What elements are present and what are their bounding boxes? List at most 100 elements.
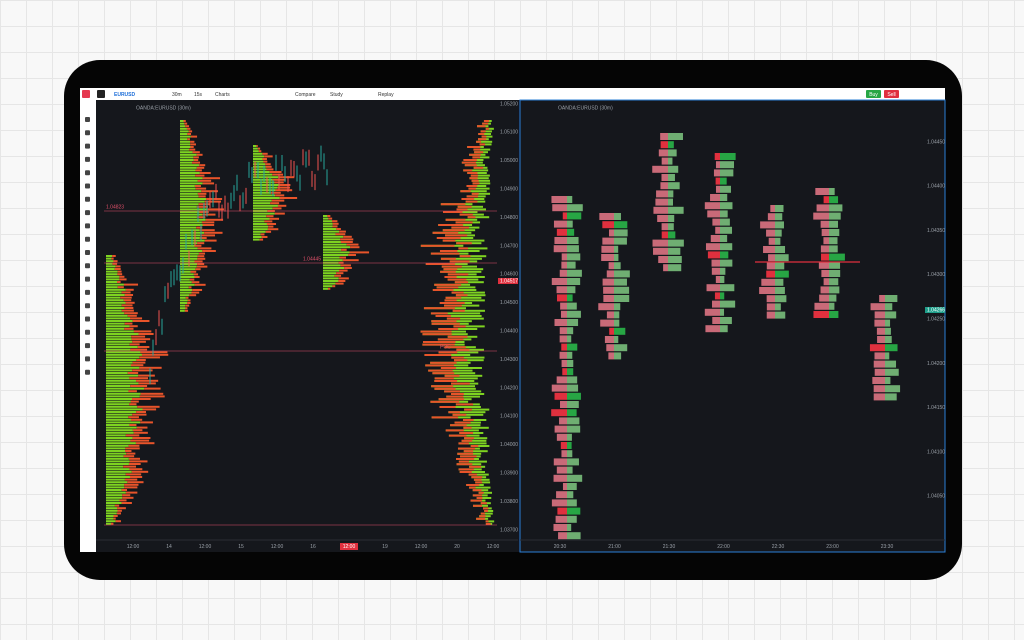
price-label: 1.05100 bbox=[500, 130, 518, 136]
bid-cell bbox=[761, 278, 775, 286]
profile-bar bbox=[197, 263, 205, 265]
charts-button[interactable]: Charts bbox=[215, 92, 230, 98]
bid-cell bbox=[711, 267, 720, 275]
sell-button[interactable] bbox=[884, 90, 899, 98]
ask-cell bbox=[720, 267, 726, 275]
tool-icon bbox=[85, 343, 90, 349]
bid-cell bbox=[553, 245, 567, 253]
buy-label: Buy bbox=[869, 92, 878, 98]
replay-button[interactable]: Replay bbox=[378, 92, 394, 98]
ask-cell bbox=[885, 368, 899, 376]
profile-bar bbox=[442, 239, 485, 242]
profile-bar bbox=[106, 418, 131, 421]
profile-bar bbox=[430, 252, 460, 255]
time-label: 12:00 bbox=[271, 544, 284, 550]
ask-cell bbox=[775, 295, 787, 303]
profile-bar bbox=[106, 379, 137, 382]
profile-bar bbox=[440, 270, 456, 273]
profile-bar bbox=[456, 348, 484, 351]
ask-cell bbox=[668, 231, 676, 239]
bid-cell bbox=[658, 256, 668, 263]
resolution[interactable]: 15s bbox=[194, 92, 203, 98]
bid-cell bbox=[820, 220, 829, 228]
ask-cell bbox=[885, 344, 898, 352]
time-label: 14 bbox=[166, 544, 172, 550]
profile-bar bbox=[180, 224, 203, 226]
profile-bar bbox=[106, 431, 134, 434]
profile-bar bbox=[130, 439, 150, 442]
profile-bar bbox=[253, 152, 263, 155]
ask-cell bbox=[567, 351, 573, 359]
profile-bar bbox=[106, 338, 132, 341]
profile-bar bbox=[454, 421, 471, 424]
profile-bar bbox=[444, 374, 483, 377]
profile-bar bbox=[129, 325, 138, 328]
bid-cell bbox=[823, 237, 829, 245]
profile-bar bbox=[323, 238, 341, 241]
bid-cell bbox=[715, 177, 720, 185]
profile-bar bbox=[269, 171, 282, 173]
study-button[interactable]: Study bbox=[330, 92, 343, 98]
profile-bar bbox=[473, 148, 481, 151]
profile-bar bbox=[455, 221, 473, 224]
profile-bar bbox=[106, 283, 124, 286]
ask-cell bbox=[567, 343, 578, 351]
profile-bar bbox=[180, 260, 195, 263]
profile-bar bbox=[180, 203, 199, 206]
ask-cell bbox=[567, 212, 582, 220]
price-label: 1.04450 bbox=[927, 139, 945, 145]
ask-cell bbox=[829, 220, 839, 228]
profile-bar bbox=[106, 351, 141, 354]
profile-bar bbox=[180, 177, 203, 180]
checkbox[interactable] bbox=[97, 90, 105, 98]
ask-cell bbox=[720, 210, 728, 218]
ask-cell bbox=[885, 393, 897, 401]
symbol[interactable]: EURUSD bbox=[114, 92, 136, 98]
profile-bar bbox=[129, 424, 137, 426]
ask-cell bbox=[720, 325, 728, 333]
price-label: 1.05200 bbox=[500, 101, 518, 107]
bid-cell bbox=[814, 302, 829, 310]
price-label: 1.04500 bbox=[500, 300, 518, 306]
profile-bar bbox=[253, 184, 280, 186]
bid-cell bbox=[766, 311, 775, 319]
profile-bar bbox=[323, 277, 339, 280]
profile-bar bbox=[106, 335, 132, 338]
top-toolbar bbox=[80, 88, 945, 100]
profile-bar bbox=[106, 392, 141, 395]
level-label: 1.04445 bbox=[303, 256, 321, 262]
profile-bar bbox=[106, 483, 125, 486]
profile-bar bbox=[444, 276, 485, 278]
ask-cell bbox=[668, 256, 682, 263]
profile-bar bbox=[183, 120, 186, 122]
profile-bar bbox=[119, 275, 125, 278]
tool-icon bbox=[85, 170, 90, 176]
ask-cell bbox=[614, 237, 627, 245]
profile-bar bbox=[117, 286, 124, 289]
ask-cell bbox=[829, 302, 835, 310]
profile-bar bbox=[125, 491, 138, 494]
compare-button[interactable]: Compare bbox=[295, 92, 316, 98]
profile-bar bbox=[127, 372, 139, 374]
profile-bar bbox=[180, 296, 186, 299]
current-price: 1.04266 bbox=[927, 307, 945, 313]
time-label: 12:00 bbox=[127, 544, 140, 550]
profile-bar bbox=[422, 333, 452, 336]
profile-bar bbox=[130, 400, 139, 403]
bid-cell bbox=[710, 235, 720, 242]
profile-bar bbox=[485, 520, 495, 523]
profile-bar bbox=[260, 233, 265, 236]
profile-bar bbox=[469, 486, 491, 489]
profile-bar bbox=[140, 392, 164, 395]
ask-cell bbox=[567, 433, 572, 441]
interval[interactable]: 30m bbox=[172, 92, 182, 98]
profile-bar bbox=[459, 255, 487, 258]
profile-bar bbox=[479, 143, 492, 146]
profile-bar bbox=[106, 520, 116, 523]
profile-bar bbox=[431, 320, 457, 323]
profile-bar bbox=[452, 309, 485, 312]
buy-button[interactable] bbox=[866, 90, 881, 98]
bid-cell bbox=[608, 229, 614, 237]
ask-cell bbox=[829, 261, 841, 269]
profile-bar bbox=[444, 346, 466, 349]
